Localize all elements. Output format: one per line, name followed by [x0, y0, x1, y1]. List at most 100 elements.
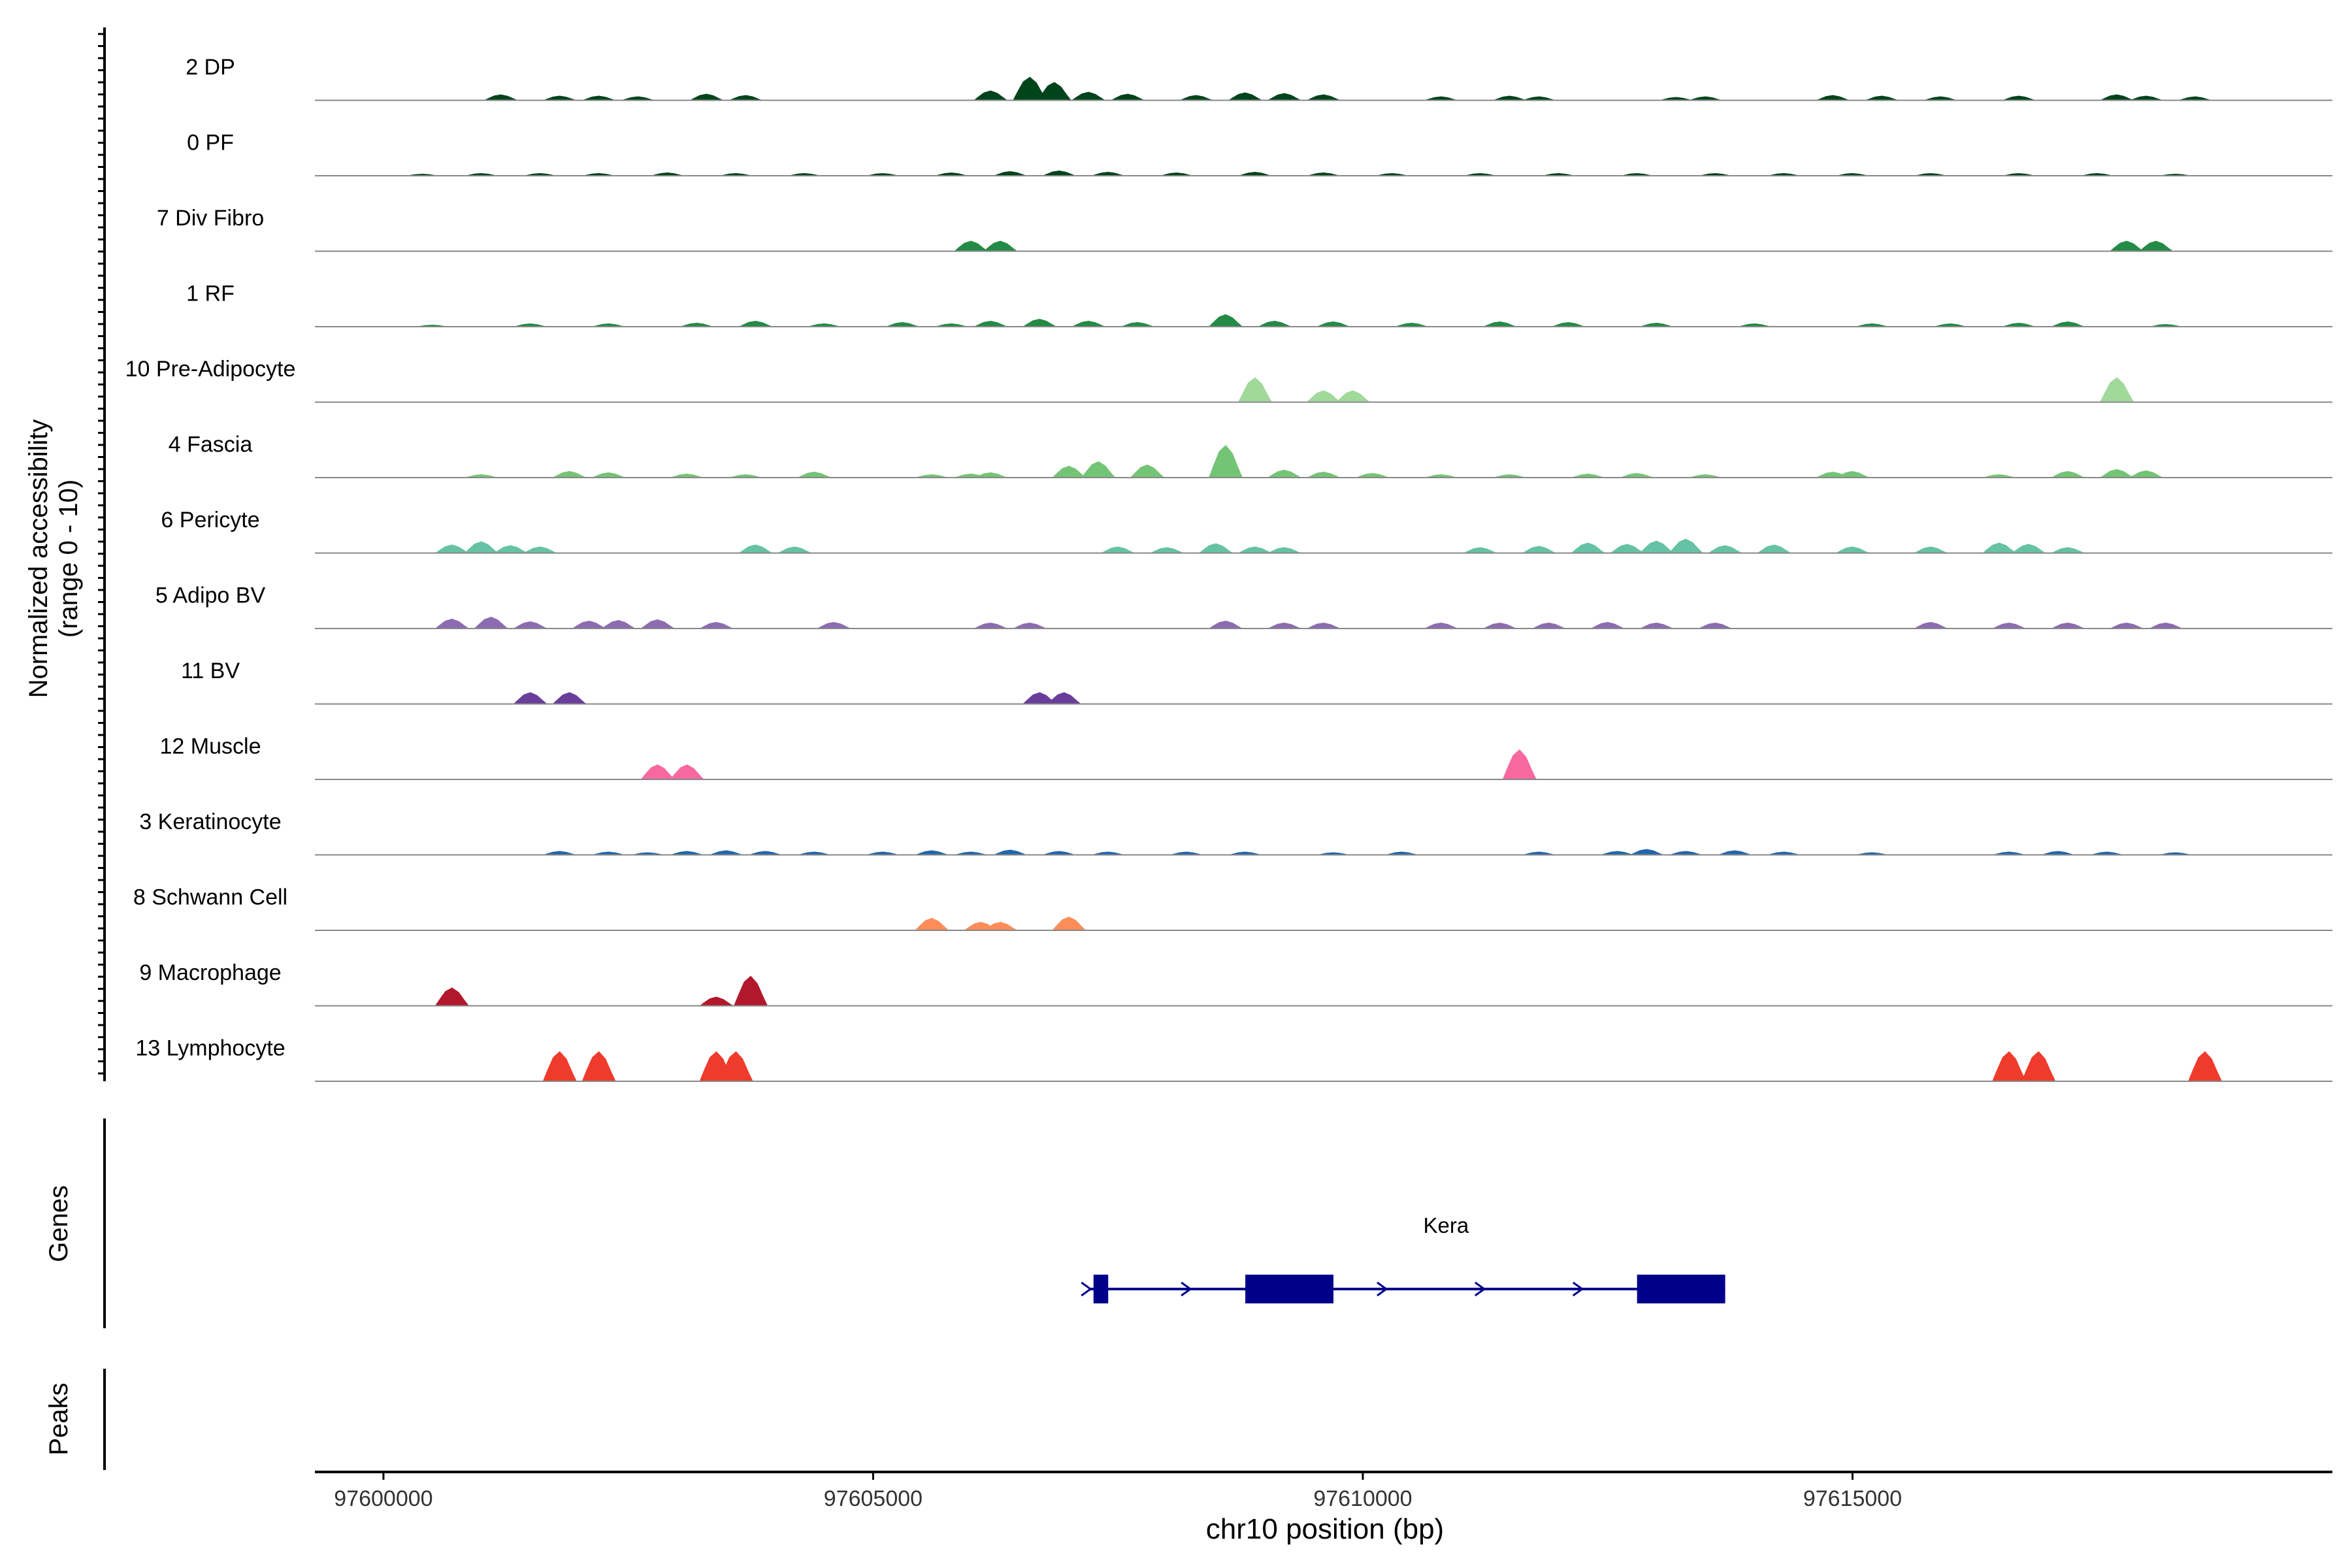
accessibility-peak — [1571, 474, 1605, 478]
x-axis-title: chr10 position (bp) — [1206, 1513, 1444, 1545]
strand-arrow-icon — [1572, 1281, 1584, 1297]
accessibility-peak — [1238, 377, 1273, 402]
accessibility-peak — [2110, 240, 2144, 252]
track-label: 9 Macrophage — [139, 960, 281, 985]
accessibility-peak — [1267, 470, 1301, 478]
accessibility-peak — [650, 172, 685, 176]
accessibility-peak — [1600, 851, 1635, 855]
track-label: 13 Lymphocyte — [135, 1036, 285, 1061]
accessibility-peak — [1037, 82, 1071, 101]
track-label: 11 BV — [181, 659, 240, 683]
accessibility-peak — [1639, 540, 1674, 553]
accessibility-peak — [2051, 471, 2085, 478]
accessibility-peak — [1688, 96, 1723, 101]
y-axis-title: Normalized accessibility — [24, 419, 53, 698]
accessibility-peak — [1394, 323, 1429, 327]
accessibility-peak — [699, 622, 734, 629]
track-2: 7 Div Fibro — [157, 206, 2332, 252]
accessibility-peak — [542, 1051, 577, 1081]
accessibility-peak — [1307, 172, 1341, 176]
accessibility-peak — [973, 623, 1008, 629]
accessibility-peak — [2051, 321, 2085, 327]
track-11: 8 Schwann Cell — [133, 885, 2332, 931]
accessibility-peak — [542, 851, 577, 855]
accessibility-peak — [581, 95, 616, 101]
accessibility-peak — [934, 172, 969, 176]
accessibility-peak — [1238, 172, 1273, 176]
accessibility-peak — [1120, 322, 1155, 327]
accessibility-peak — [1982, 474, 2017, 478]
track-label: 8 Schwann Cell — [133, 885, 287, 910]
track-label: 5 Adipo BV — [155, 583, 266, 608]
accessibility-peak — [728, 95, 763, 101]
accessibility-peak — [1091, 172, 1126, 176]
accessibility-peak — [513, 621, 547, 629]
accessibility-peak — [591, 472, 626, 478]
accessibility-peak — [434, 987, 469, 1006]
accessibility-peak — [1914, 622, 1948, 629]
accessibility-peak — [1307, 94, 1341, 101]
accessibility-peak — [1992, 1051, 2027, 1081]
accessibility-peak — [1209, 445, 1243, 478]
accessibility-peak — [2188, 1051, 2223, 1081]
accessibility-peak — [2149, 623, 2183, 629]
track-9: 12 Muscle — [160, 734, 2332, 780]
accessibility-peak — [993, 849, 1028, 855]
accessibility-peak — [1531, 623, 1566, 629]
accessibility-peak — [817, 622, 851, 629]
accessibility-peak — [1022, 692, 1057, 704]
accessibility-peak — [1767, 851, 1801, 855]
strand-arrow-icon — [1377, 1281, 1388, 1297]
track-7: 5 Adipo BV — [155, 583, 2332, 629]
track-13: 13 Lymphocyte — [135, 1036, 2332, 1082]
accessibility-peak — [983, 922, 1018, 930]
accessibility-peak — [738, 544, 773, 553]
track-label: 4 Fascia — [169, 433, 253, 457]
accessibility-peak — [1522, 851, 1556, 855]
accessibility-peak — [1669, 851, 1703, 855]
accessibility-peak — [1258, 321, 1292, 327]
y-axis — [98, 27, 106, 1081]
accessibility-peak — [1130, 465, 1165, 478]
accessibility-peak — [719, 1051, 753, 1081]
accessibility-peak — [807, 323, 841, 327]
accessibility-peak — [513, 323, 547, 327]
accessibility-peak — [797, 851, 832, 855]
y-axis-subtitle: (range 0 - 10) — [54, 480, 83, 638]
accessibility-peak — [2051, 623, 2085, 629]
accessibility-peak — [1042, 171, 1077, 176]
accessibility-peak — [1629, 849, 1664, 855]
track-label: 0 PF — [187, 131, 234, 155]
accessibility-peak — [640, 764, 675, 779]
peaks-label: Peaks — [44, 1382, 73, 1455]
accessibility-peak — [581, 1051, 616, 1081]
track-8: 11 BV — [181, 659, 2332, 705]
accessibility-peak — [2041, 851, 2076, 855]
accessibility-peak — [915, 474, 949, 478]
accessibility-peak — [1639, 323, 1674, 327]
accessibility-peak — [542, 95, 577, 101]
accessibility-peak — [1169, 851, 1204, 855]
accessibility-peak — [1199, 543, 1233, 553]
accessibility-peak — [1150, 547, 1184, 553]
track-12: 9 Macrophage — [139, 960, 2332, 1007]
accessibility-peak — [1522, 96, 1556, 101]
accessibility-peak — [670, 851, 704, 855]
accessibility-peak — [1013, 623, 1047, 629]
accessibility-peak — [591, 323, 626, 327]
accessibility-peak — [2090, 851, 2125, 855]
accessibility-peak — [1659, 97, 1693, 101]
accessibility-peak — [1688, 474, 1723, 478]
accessibility-peak — [954, 851, 988, 855]
accessibility-peak — [1718, 850, 1752, 855]
gene-track — [1081, 1275, 1725, 1303]
accessibility-peak — [601, 620, 636, 629]
accessibility-peak — [670, 764, 704, 779]
accessibility-peak — [1620, 473, 1654, 478]
accessibility-peak — [1482, 321, 1517, 327]
track-label: 6 Pericyte — [161, 508, 259, 532]
x-tick-label: 97600000 — [334, 1486, 433, 1511]
gene-exon — [1637, 1275, 1725, 1303]
accessibility-peak — [1228, 851, 1263, 855]
accessibility-peak — [1228, 92, 1263, 101]
